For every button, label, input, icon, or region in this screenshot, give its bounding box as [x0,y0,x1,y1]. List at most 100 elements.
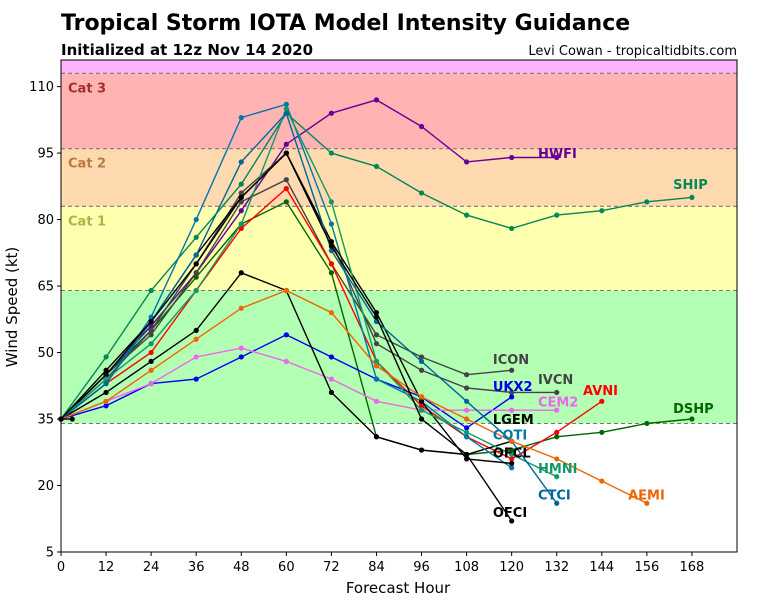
data-point [283,101,289,107]
data-point [689,194,695,201]
x-tick-label: 108 [454,560,479,575]
data-point [103,389,109,396]
data-point [193,252,199,258]
data-point [464,416,470,422]
data-point [418,367,425,373]
band-cat-2 [61,148,737,207]
series-label: SHIP [673,178,708,193]
series-labels: HWFI SHIP DSHP ICON IVCN AVNI UKX2 CEM2 LGEMCOTI… [493,147,714,521]
y-tick-label: 65 [37,280,54,295]
y-axis: 5 20 35 50 65 80 95 110 [29,80,61,561]
data-point [509,438,515,444]
data-point [148,380,154,387]
y-tick-label: 80 [37,213,54,228]
series-label: CTCI [538,488,571,503]
data-point [193,234,199,240]
series-label: AEMI [628,488,665,503]
data-point [599,208,605,214]
data-point [689,416,695,422]
data-point [328,221,334,227]
y-tick-label: 35 [37,413,54,428]
series-line-hwfi [60,99,557,420]
x-tick-label: 96 [413,560,430,575]
series-label: OFCI [493,506,527,521]
data-point [554,407,560,413]
data-point [283,287,289,294]
data-point [464,385,470,391]
series-label: IVCN [538,373,573,388]
data-point [418,394,425,400]
series-label: UKX2 [493,380,533,395]
data-point [509,154,515,161]
data-point [283,358,289,365]
data-point [373,97,380,103]
data-point [103,367,109,373]
data-point [193,376,199,382]
data-point [554,434,560,440]
data-point [238,194,244,201]
data-point [509,465,515,471]
data-point [193,287,199,294]
data-point [148,318,154,325]
series-label: HMNI [538,462,578,477]
x-tick-label: 120 [499,560,524,575]
data-point [373,163,380,169]
data-point [418,354,425,360]
data-point [509,447,515,453]
chart-title: Tropical Storm IOTA Model Intensity Guid… [61,11,630,36]
data-point [103,380,109,387]
data-point [328,310,334,316]
data-point [644,500,650,506]
data-point [599,478,605,484]
data-point [464,398,470,404]
series-label: DSHP [673,402,714,417]
x-axis: 0 12 24 36 48 60 72 84 96 108 120 132 144 156 168 [57,552,704,575]
data-point [418,398,425,404]
data-point [509,451,515,458]
series-line-cem2 [60,347,557,420]
data-point [238,115,244,121]
data-point [418,123,425,130]
data-point [238,354,244,360]
data-point [554,429,560,435]
series-label: CEM2 [538,395,578,410]
x-tick-label: 156 [634,560,659,575]
data-point [554,389,560,396]
x-tick-label: 168 [680,560,705,575]
series-lines [58,97,695,524]
data-point [283,199,289,205]
data-point [509,394,515,400]
band-label: Cat 3 [68,81,106,96]
data-point [148,327,154,333]
data-point [283,177,289,183]
x-tick-label: 144 [589,560,614,575]
data-point [328,150,334,156]
x-tick-label: 48 [233,560,250,575]
data-point [644,199,650,205]
y-tick-label: 95 [37,147,54,162]
data-point [238,345,244,351]
data-point [328,243,334,249]
x-axis-label: Forecast Hour [346,579,451,597]
x-tick-label: 132 [544,560,569,575]
data-point [238,159,244,165]
data-point [283,332,289,338]
data-point [373,398,380,404]
data-point [103,398,109,404]
data-point [509,407,515,413]
x-tick-label: 24 [143,560,160,575]
data-point [193,354,199,360]
data-point [238,221,244,227]
data-point [328,270,334,276]
data-point [238,208,244,214]
data-point [418,407,425,413]
series-line-aemi [60,289,648,504]
data-point [283,110,289,116]
data-point [599,429,605,435]
data-point [103,354,109,360]
data-point [148,349,154,356]
x-tick-label: 60 [278,560,295,575]
data-point [373,434,380,440]
data-point [464,159,470,165]
